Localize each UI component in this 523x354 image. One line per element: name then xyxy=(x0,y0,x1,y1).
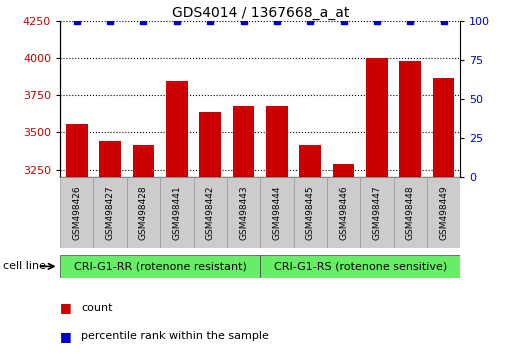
Bar xyxy=(260,177,293,248)
Bar xyxy=(266,106,288,177)
Text: GSM498447: GSM498447 xyxy=(372,185,381,240)
Bar xyxy=(327,177,360,248)
Point xyxy=(173,18,181,24)
Point xyxy=(139,18,147,24)
Bar xyxy=(133,145,154,177)
Text: ■: ■ xyxy=(60,302,71,314)
Text: count: count xyxy=(81,303,112,313)
Point xyxy=(206,18,214,24)
Text: cell line: cell line xyxy=(3,261,46,272)
Bar xyxy=(127,177,160,248)
Point xyxy=(272,18,281,24)
Bar xyxy=(94,177,127,248)
Point xyxy=(106,18,115,24)
Text: GSM498446: GSM498446 xyxy=(339,185,348,240)
Bar xyxy=(299,145,321,177)
Text: CRI-G1-RR (rotenone resistant): CRI-G1-RR (rotenone resistant) xyxy=(74,261,247,272)
Point xyxy=(439,18,448,24)
Text: ■: ■ xyxy=(60,330,71,343)
Text: GSM498445: GSM498445 xyxy=(306,185,315,240)
Bar xyxy=(360,177,393,248)
Text: GSM498448: GSM498448 xyxy=(406,185,415,240)
Point xyxy=(373,18,381,24)
Bar xyxy=(233,106,254,177)
Bar xyxy=(260,255,460,278)
Point xyxy=(240,18,248,24)
Text: GSM498443: GSM498443 xyxy=(239,185,248,240)
Point xyxy=(339,18,348,24)
Point xyxy=(406,18,414,24)
Text: percentile rank within the sample: percentile rank within the sample xyxy=(81,331,269,341)
Bar xyxy=(199,112,221,177)
Text: GSM498449: GSM498449 xyxy=(439,185,448,240)
Bar xyxy=(60,255,260,278)
Bar xyxy=(427,177,460,248)
Bar xyxy=(99,141,121,177)
Text: CRI-G1-RS (rotenone sensitive): CRI-G1-RS (rotenone sensitive) xyxy=(274,261,447,272)
Bar xyxy=(366,58,388,177)
Text: GSM498441: GSM498441 xyxy=(173,185,181,240)
Bar xyxy=(400,61,421,177)
Bar xyxy=(160,177,194,248)
Point xyxy=(73,18,81,24)
Bar xyxy=(333,164,355,177)
Text: GSM498428: GSM498428 xyxy=(139,185,148,240)
Bar xyxy=(194,177,227,248)
Point xyxy=(306,18,314,24)
Text: GSM498444: GSM498444 xyxy=(272,185,281,240)
Text: GSM498427: GSM498427 xyxy=(106,185,115,240)
Text: GSM498442: GSM498442 xyxy=(206,185,214,240)
Bar xyxy=(227,177,260,248)
Bar xyxy=(60,177,94,248)
Bar xyxy=(394,177,427,248)
Text: GSM498426: GSM498426 xyxy=(72,185,81,240)
Title: GDS4014 / 1367668_a_at: GDS4014 / 1367668_a_at xyxy=(172,6,349,20)
Bar xyxy=(433,78,454,177)
Bar xyxy=(293,177,327,248)
Bar xyxy=(66,124,88,177)
Bar xyxy=(166,81,188,177)
